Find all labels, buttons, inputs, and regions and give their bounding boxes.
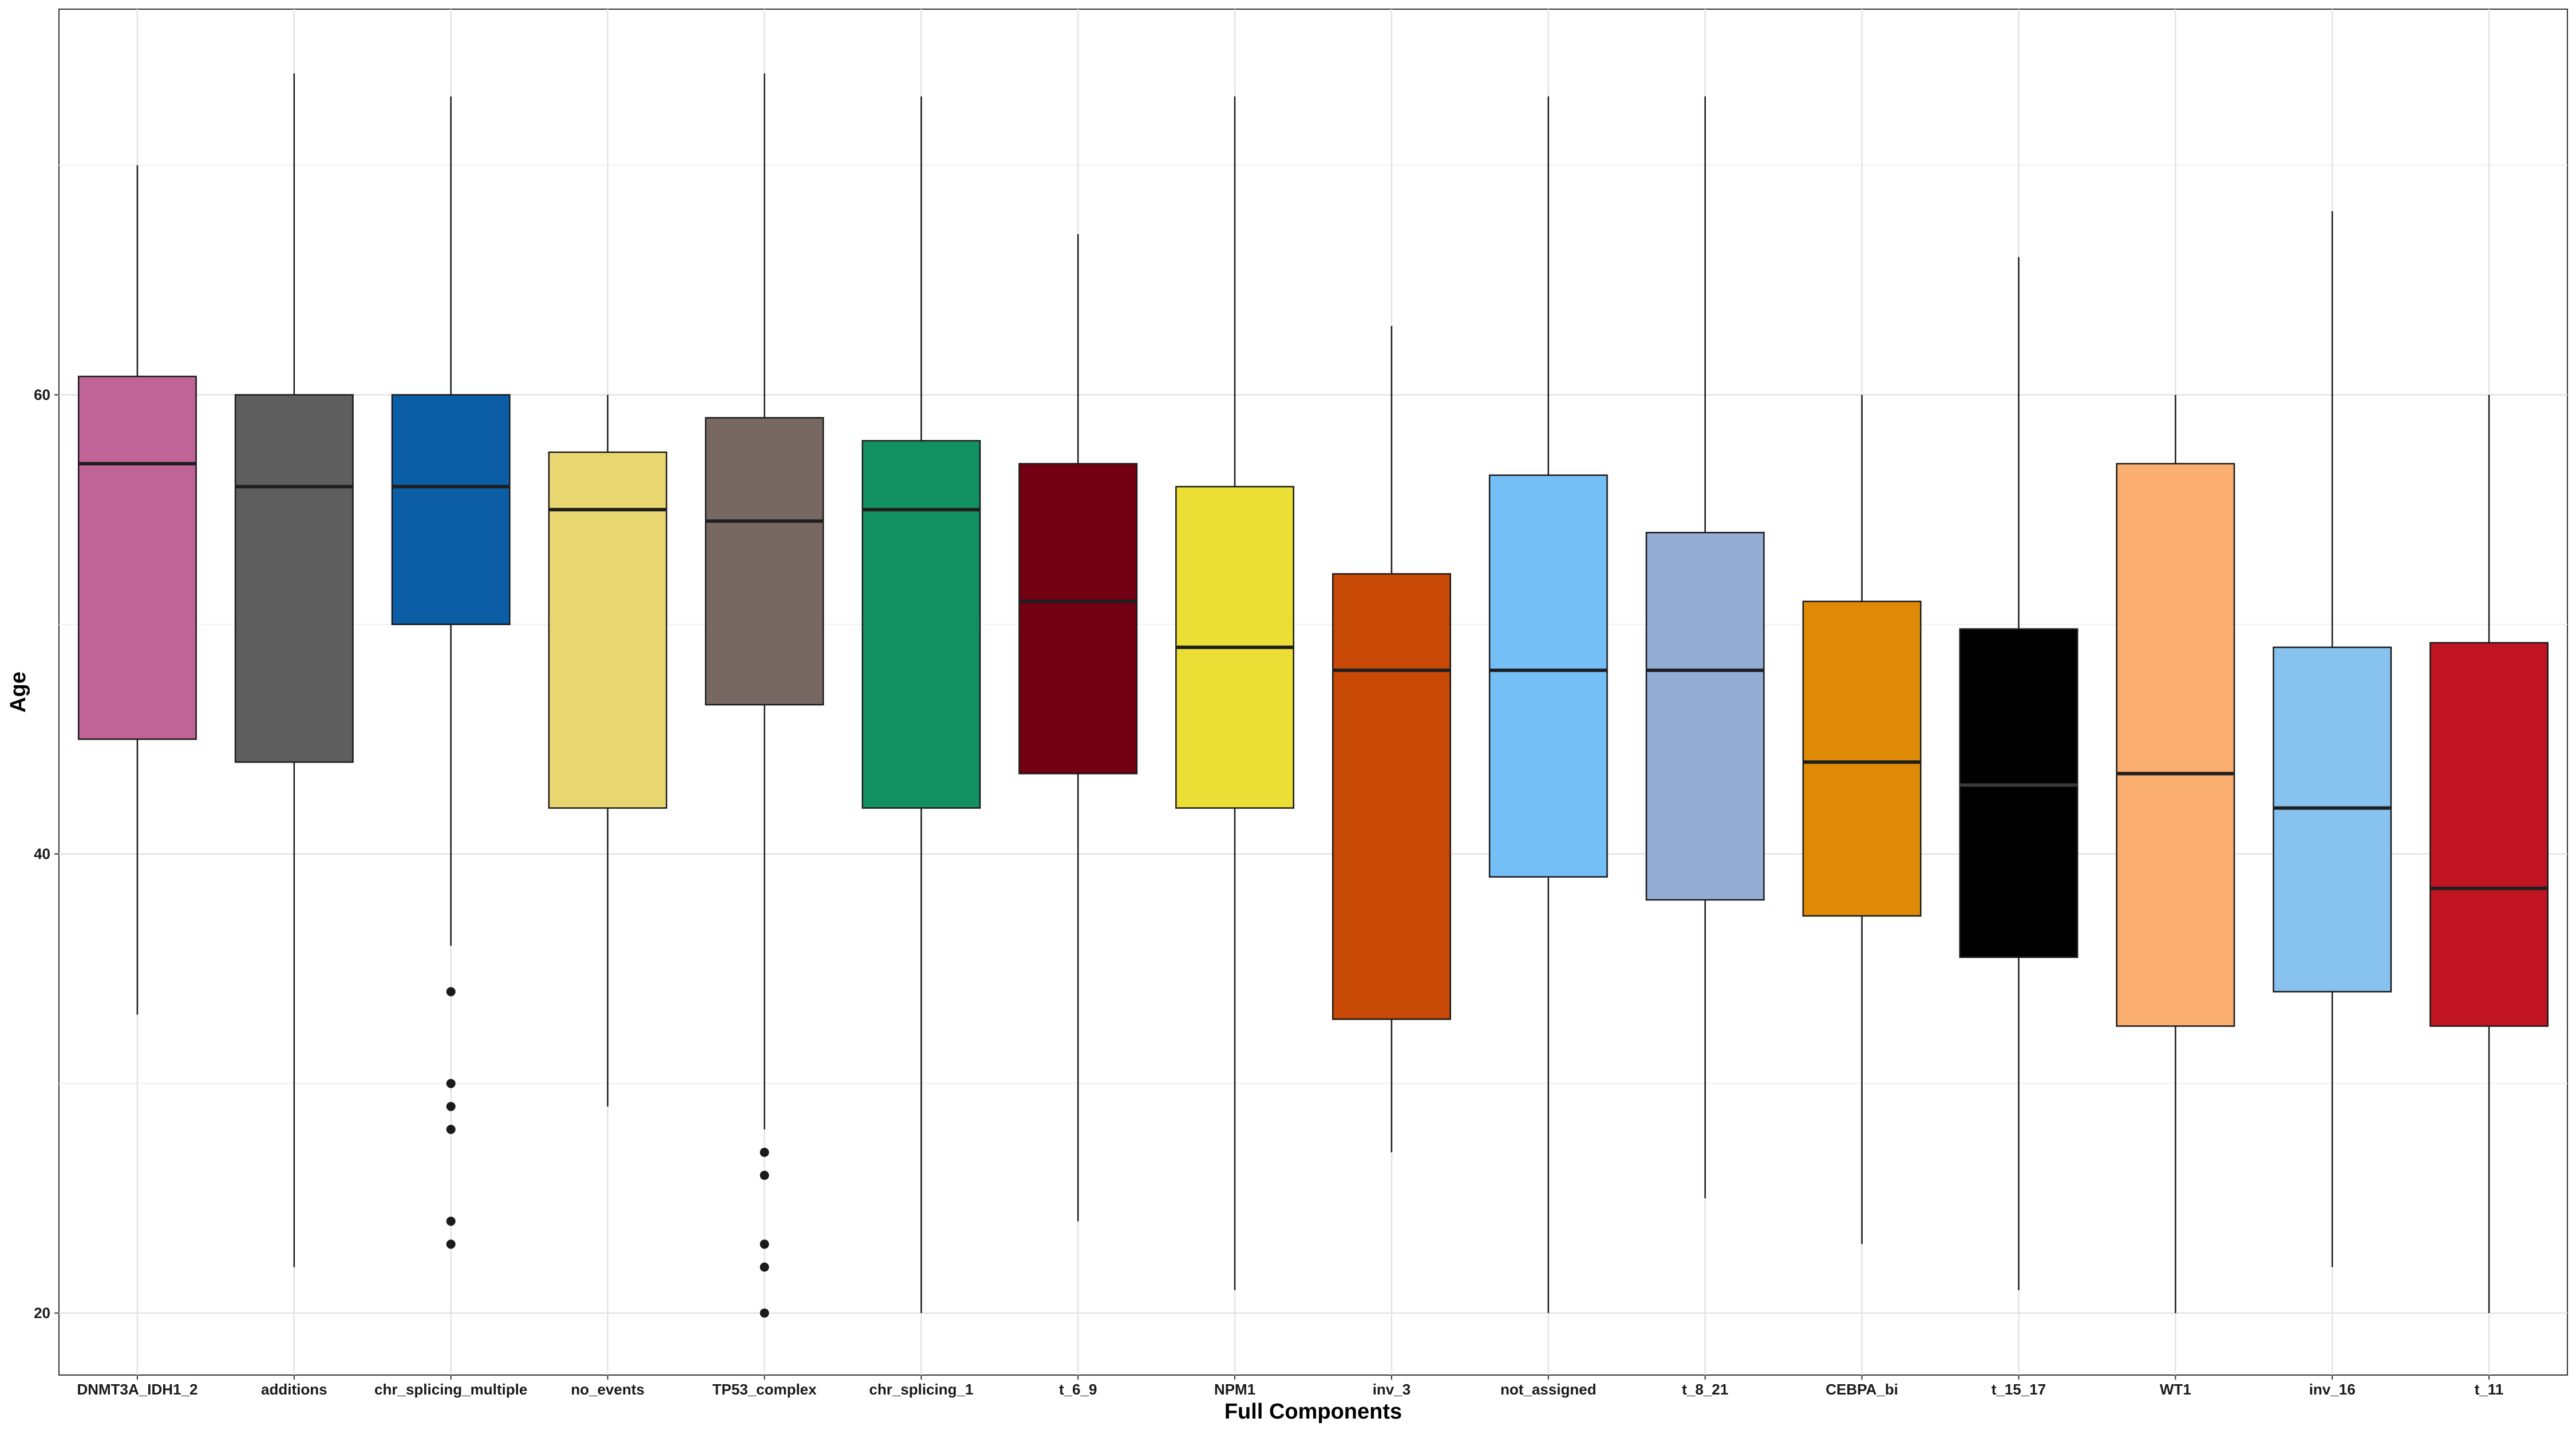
box-group-NPM1: [1175, 96, 1295, 1290]
x-tick-label: additions: [261, 1381, 327, 1398]
box-group-chr_splicing_multiple: [391, 96, 511, 1249]
outlier-point: [446, 1079, 456, 1088]
x-tick-label: t_11: [2475, 1381, 2504, 1398]
box-group-not_assigned: [1488, 96, 1608, 1313]
box: [1332, 573, 1451, 1020]
x-tick-label: DNMT3A_IDH1_2: [77, 1381, 197, 1398]
outlier-point: [446, 1239, 456, 1249]
x-tick-label: WT1: [2160, 1381, 2191, 1398]
x-tick-label: no_events: [571, 1381, 645, 1398]
box-group-t_15_17: [1959, 257, 2079, 1290]
box: [2429, 642, 2549, 1027]
box: [1488, 474, 1608, 878]
box: [234, 394, 354, 763]
x-tick-label: NPM1: [1214, 1381, 1255, 1398]
box: [862, 440, 981, 809]
outlier-point: [760, 1308, 769, 1318]
box: [77, 376, 197, 740]
outlier-point: [446, 1216, 456, 1226]
box: [1018, 463, 1138, 775]
box: [2273, 646, 2392, 993]
outlier-point: [760, 1239, 769, 1249]
box-group-no_events: [548, 394, 667, 1107]
y-tick-label: 20: [34, 1305, 50, 1322]
x-tick-label: chr_splicing_multiple: [374, 1381, 527, 1398]
x-tick-label: inv_3: [1373, 1381, 1411, 1398]
box-group-t_6_9: [1018, 234, 1138, 1222]
x-tick-label: inv_16: [2309, 1381, 2356, 1398]
outlier-point: [446, 987, 456, 997]
box-group-TP53_complex: [705, 73, 824, 1318]
box-group-additions: [234, 73, 354, 1267]
box: [2116, 463, 2235, 1027]
x-tick-label: chr_splicing_1: [869, 1381, 973, 1398]
box: [1802, 601, 1922, 917]
outlier-point: [760, 1262, 769, 1272]
outlier-point: [446, 1101, 456, 1111]
x-axis-title: Full Components: [1224, 1400, 1402, 1424]
y-tick-label: 40: [34, 846, 50, 863]
outlier-point: [446, 1124, 456, 1134]
box: [1959, 628, 2079, 958]
box-group-DNMT3A_IDH1_2: [77, 165, 197, 1015]
box-group-chr_splicing_1: [862, 96, 981, 1313]
box: [1645, 532, 1765, 901]
box-group-t_11: [2429, 394, 2549, 1313]
outlier-point: [760, 1148, 769, 1158]
x-tick-label: TP53_complex: [712, 1381, 817, 1398]
x-tick-label: t_6_9: [1059, 1381, 1097, 1398]
box-group-CEBPA_bi: [1802, 394, 1922, 1245]
box: [705, 417, 824, 706]
box-group-WT1: [2116, 394, 2235, 1313]
box-group-t_8_21: [1645, 96, 1765, 1199]
x-tick-label: t_15_17: [1992, 1381, 2046, 1398]
y-tick-label: 60: [34, 386, 50, 404]
box: [391, 394, 511, 625]
box-group-inv_16: [2273, 211, 2392, 1267]
x-tick-labels: DNMT3A_IDH1_2 additions chr_splicing_multi…: [77, 1375, 2503, 1398]
x-tick-label: not_assigned: [1500, 1381, 1597, 1398]
x-tick-label: CEBPA_bi: [1826, 1381, 1898, 1398]
outlier-point: [760, 1171, 769, 1180]
box-group-inv_3: [1332, 326, 1451, 1153]
y-tick-labels: 20 40 60: [34, 386, 59, 1322]
boxes: [77, 73, 2549, 1318]
x-tick-label: t_8_21: [1682, 1381, 1728, 1398]
box: [548, 451, 667, 809]
y-axis-title: Age: [6, 671, 30, 713]
